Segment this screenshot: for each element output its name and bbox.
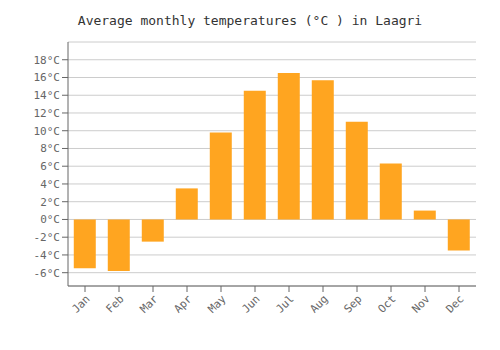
svg-text:Oct: Oct (375, 292, 398, 315)
svg-text:Apr: Apr (171, 292, 195, 316)
svg-text:May: May (205, 292, 229, 316)
svg-text:Jun: Jun (239, 292, 262, 315)
svg-text:Jan: Jan (69, 292, 92, 315)
svg-text:Jul: Jul (273, 292, 296, 315)
svg-text:10°C: 10°C (34, 125, 61, 138)
svg-text:Dec: Dec (443, 292, 466, 315)
svg-text:-6°C: -6°C (34, 267, 61, 280)
svg-text:0°C: 0°C (40, 213, 60, 226)
html-text:Average monthly temperatures (: Average monthly temperatures (°C ) in La… (77, 13, 423, 28)
svg-text:Sep: Sep (341, 292, 364, 315)
svg-text:16°C: 16°C (34, 71, 61, 84)
svg-text:Aug: Aug (307, 292, 330, 315)
svg-text:Feb: Feb (103, 292, 126, 315)
svg-text:18°C: 18°C (34, 54, 61, 67)
svg-text:Mar: Mar (137, 292, 161, 316)
svg-text:2°C: 2°C (40, 196, 60, 209)
svg-text:Nov: Nov (409, 292, 433, 316)
svg-text:14°C: 14°C (34, 89, 61, 102)
svg-text:6°C: 6°C (40, 160, 60, 173)
svg-text:-4°C: -4°C (34, 249, 61, 262)
svg-text:-2°C: -2°C (34, 231, 61, 244)
svg-text:8°C: 8°C (40, 142, 60, 155)
svg-text:12°C: 12°C (34, 107, 61, 120)
svg-text:4°C: 4°C (40, 178, 60, 191)
